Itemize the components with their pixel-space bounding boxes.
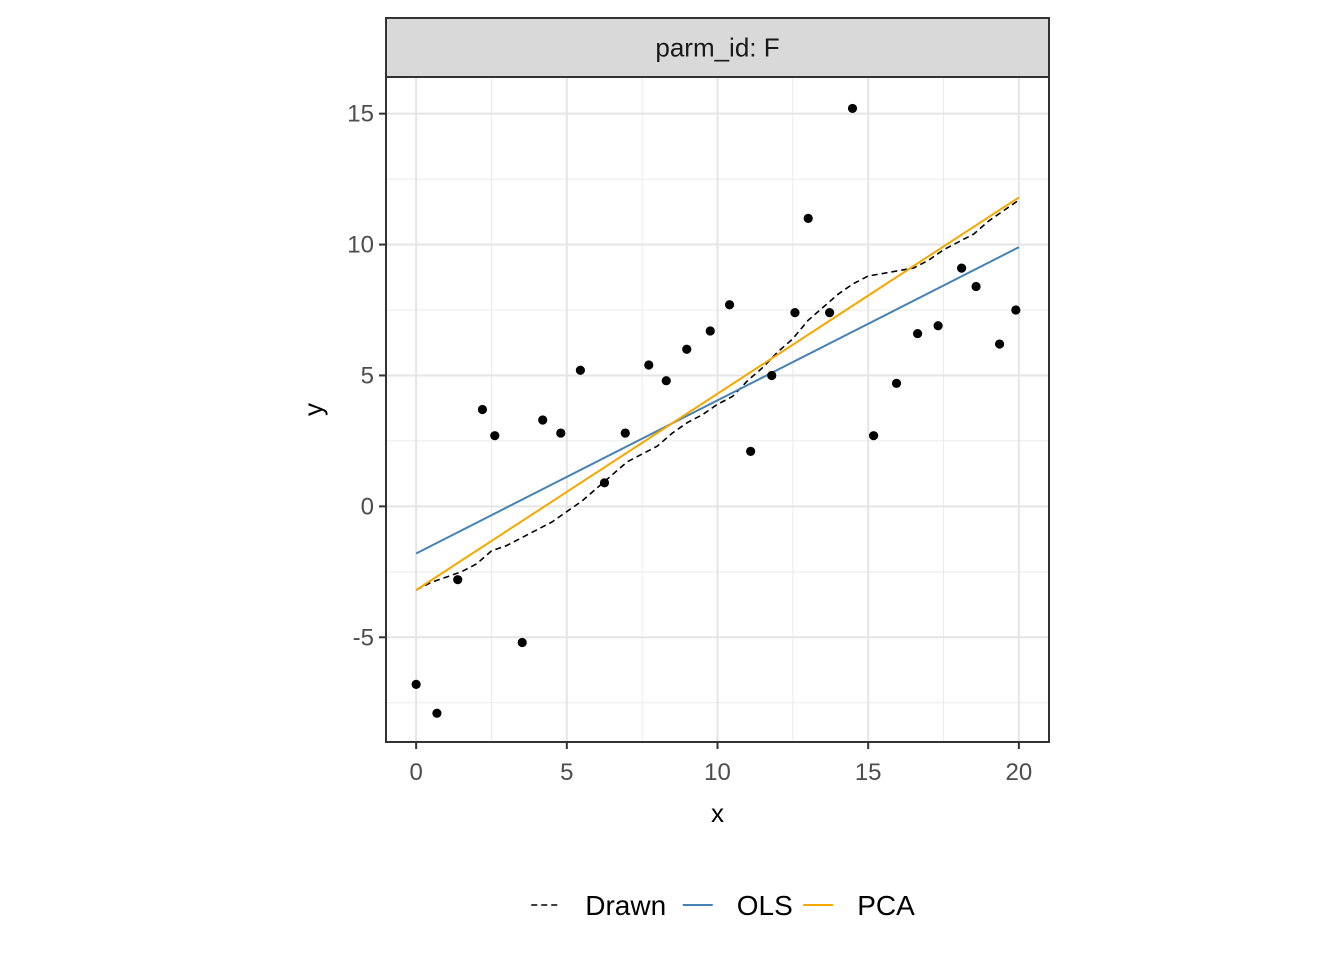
data-point [825, 308, 835, 318]
data-point [661, 376, 671, 386]
legend-label-ols: OLS [737, 890, 793, 921]
data-point [790, 308, 800, 318]
data-point [477, 404, 488, 415]
x-tick-label: 5 [560, 759, 573, 786]
data-point [994, 339, 1005, 349]
data-point [869, 431, 879, 441]
data-point [891, 378, 902, 388]
legend-label-pca: PCA [857, 890, 915, 921]
data-point [957, 263, 967, 273]
data-point [599, 478, 610, 488]
data-point [432, 708, 442, 718]
y-axis-title: y [298, 403, 328, 416]
data-point [538, 415, 548, 425]
y-tick-label: 5 [361, 362, 374, 389]
data-point [803, 213, 813, 223]
data-point [575, 365, 585, 375]
data-point [620, 428, 630, 438]
series-lines [415, 196, 1020, 591]
data-point [556, 428, 566, 438]
data-point [971, 281, 981, 292]
data-point [913, 328, 923, 339]
x-tick-label: 10 [704, 759, 731, 786]
y-tick-label: 0 [361, 493, 374, 520]
x-tick-label: 0 [409, 759, 422, 786]
facet-strip-label: parm_id: F [655, 33, 779, 63]
data-points [411, 103, 1021, 718]
legend-label-drawn: Drawn [585, 890, 666, 921]
data-point [767, 370, 777, 381]
x-tick-label: 20 [1006, 759, 1033, 786]
data-point [847, 103, 858, 114]
x-tick-label: 15 [855, 759, 882, 786]
data-point [746, 446, 756, 456]
data-point [490, 431, 500, 441]
data-point [411, 679, 421, 690]
major-gridlines [386, 77, 1049, 742]
legend: Drawn OLS PCA [531, 890, 915, 921]
x-axis-title: x [711, 798, 724, 828]
data-point [517, 637, 527, 648]
series-line-ols [415, 246, 1020, 555]
y-tick-label: 10 [347, 232, 374, 259]
x-axis: 0 5 10 15 20 [409, 742, 1032, 786]
y-axis: -5 0 5 10 15 [347, 101, 386, 651]
y-tick-label: 15 [347, 101, 374, 128]
series-line-pca [415, 196, 1020, 591]
data-point [933, 321, 943, 331]
data-point [453, 575, 463, 585]
data-point [682, 344, 692, 354]
data-point [1011, 305, 1021, 315]
data-point [705, 326, 715, 336]
data-point [644, 360, 654, 370]
data-point [724, 300, 735, 310]
y-tick-label: -5 [353, 624, 374, 651]
facet-strip [385, 17, 1050, 78]
series-line-drawn [415, 199, 1020, 591]
